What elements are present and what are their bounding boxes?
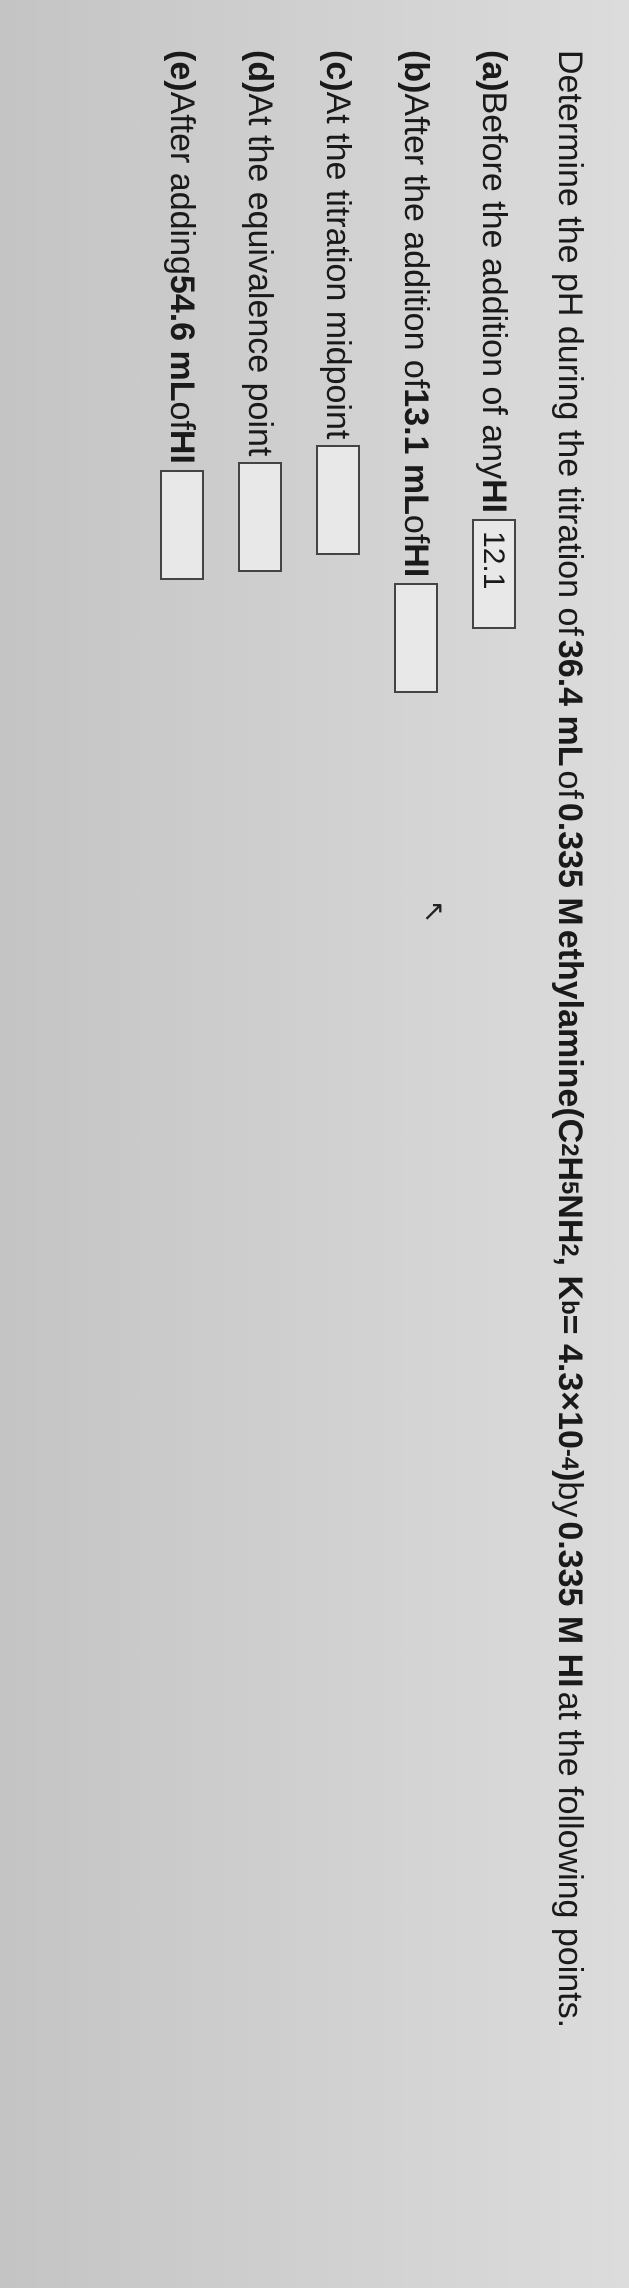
intro-conc1: 0.335 M bbox=[550, 803, 589, 926]
intro-kb-sub: b bbox=[556, 1300, 584, 1315]
part-b-bold1: 13.1 mL bbox=[397, 388, 436, 515]
part-d-text: At the equivalence point bbox=[241, 93, 280, 456]
part-a-input[interactable]: 12.1 bbox=[472, 519, 516, 629]
part-e-input[interactable] bbox=[160, 470, 204, 580]
intro-formula-open: (C bbox=[550, 1107, 589, 1143]
part-a-label: (a) bbox=[475, 50, 514, 92]
part-e: (e) After adding 54.6 mL of HI bbox=[160, 50, 204, 2238]
intro-sub5: 5 bbox=[556, 1181, 584, 1194]
part-e-label: (e) bbox=[163, 50, 202, 92]
part-e-bold1: 54.6 mL bbox=[163, 275, 202, 402]
intro-of: of bbox=[550, 771, 589, 799]
part-c-text: At the titration midpoint bbox=[319, 92, 358, 440]
intro-sub2b: 2 bbox=[556, 1243, 584, 1256]
intro-base-name: ethylamine bbox=[550, 930, 589, 1108]
intro-by: by bbox=[550, 1481, 589, 1517]
intro-tail: at the following points. bbox=[550, 1692, 589, 2028]
part-c-input[interactable] bbox=[316, 445, 360, 555]
part-d-input[interactable] bbox=[238, 462, 282, 572]
intro-close-paren: ) bbox=[550, 1470, 589, 1481]
intro-kb-exp: -4 bbox=[556, 1449, 584, 1470]
intro-vol1: 36.4 mL bbox=[550, 640, 589, 767]
part-c-label: (c) bbox=[319, 50, 358, 92]
part-e-text-pre: After adding bbox=[163, 92, 202, 275]
part-e-bold2: HI bbox=[163, 430, 202, 464]
intro-conc2: 0.335 M HI bbox=[550, 1521, 589, 1687]
intro-kb-eq: = 4.3×10 bbox=[550, 1315, 589, 1449]
part-b-text-mid: of bbox=[397, 515, 436, 543]
part-d: (d) At the equivalence point bbox=[238, 50, 282, 2238]
intro-sub2a: 2 bbox=[556, 1143, 584, 1156]
part-c: (c) At the titration midpoint bbox=[316, 50, 360, 2238]
intro-nh: NH bbox=[550, 1194, 589, 1243]
part-b-text-pre: After the addition of bbox=[397, 93, 436, 388]
part-b-bold2: HI bbox=[397, 543, 436, 577]
part-b: (b) After the addition of 13.1 mL of HI bbox=[394, 50, 438, 2238]
part-b-label: (b) bbox=[397, 50, 436, 93]
part-a: (a) Before the addition of any HI 12.1 bbox=[472, 50, 516, 2238]
part-a-bold1: HI bbox=[475, 479, 514, 513]
worksheet-page: Determine the pH during the titration of… bbox=[0, 0, 629, 2288]
part-b-input[interactable] bbox=[394, 583, 438, 693]
part-e-text-mid: of bbox=[163, 402, 202, 430]
question-intro: Determine the pH during the titration of… bbox=[550, 50, 589, 2238]
intro-prefix: Determine the pH during the titration of bbox=[550, 50, 589, 636]
intro-kb-label: , K bbox=[550, 1257, 589, 1300]
intro-h: H bbox=[550, 1156, 589, 1181]
part-d-label: (d) bbox=[241, 50, 280, 93]
cursor-icon: ↖ bbox=[418, 900, 451, 923]
part-a-text-pre: Before the addition of any bbox=[475, 92, 514, 480]
